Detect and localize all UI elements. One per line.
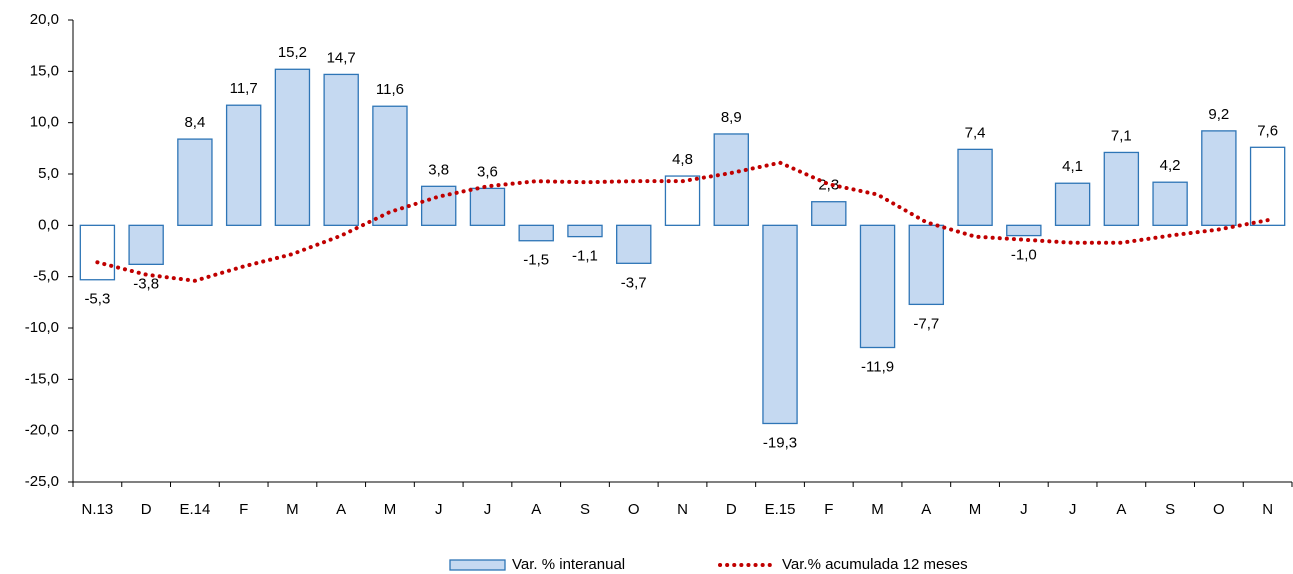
y-tick-label: -5,0 (33, 268, 59, 285)
x-tick-label: M (871, 501, 884, 518)
data-label: 7,6 (1257, 122, 1278, 139)
x-tick-label: D (141, 501, 152, 518)
bar (274, 68, 311, 226)
x-tick-label: A (921, 501, 931, 518)
x-tick-label: M (969, 501, 982, 518)
x-tick-label: A (1116, 501, 1126, 518)
x-tick-label: E.15 (765, 501, 796, 518)
data-label: -19,3 (763, 434, 797, 451)
bar (664, 175, 701, 226)
y-tick-label: -15,0 (25, 370, 59, 387)
y-tick-label: 20,0 (30, 11, 59, 28)
bar (859, 224, 896, 349)
data-label: -11,9 (861, 358, 894, 375)
legend-label: Var.% acumulada 12 meses (782, 556, 968, 573)
data-label: 11,7 (230, 80, 258, 97)
data-label: 4,8 (672, 151, 693, 168)
data-label: -7,7 (913, 315, 939, 332)
x-tick-label: N (1262, 501, 1273, 518)
bar (1152, 181, 1188, 226)
bar (128, 224, 164, 265)
y-tick-label: 10,0 (30, 114, 59, 131)
bar (420, 185, 457, 226)
bar (1249, 146, 1286, 226)
bar (957, 148, 993, 226)
bar (762, 224, 798, 425)
data-label: 11,6 (376, 81, 404, 98)
x-tick-label: A (336, 501, 346, 518)
bar (225, 104, 262, 226)
data-label: -3,7 (621, 274, 647, 291)
bar (1103, 151, 1140, 226)
data-label: -1,0 (1011, 247, 1037, 264)
data-label: 4,1 (1062, 158, 1083, 175)
data-label: -1,5 (523, 252, 549, 269)
bar (323, 73, 359, 226)
y-tick-label: -25,0 (25, 473, 59, 490)
y-tick-label: -20,0 (25, 422, 59, 439)
x-tick-label: O (1213, 501, 1225, 518)
data-label: 8,4 (184, 114, 205, 131)
data-label: -1,1 (572, 248, 598, 265)
x-tick-label: J (484, 501, 492, 518)
data-label: 9,2 (1208, 106, 1229, 123)
line (95, 160, 1270, 283)
bar (713, 133, 749, 226)
y-tick-label: 0,0 (38, 216, 59, 233)
x-tick-label: E.14 (179, 501, 210, 518)
data-label: 2,3 (818, 177, 839, 194)
bar (1201, 130, 1237, 226)
x-tick-label: N.13 (82, 501, 114, 518)
y-tick-label: 15,0 (30, 62, 59, 79)
y-tick-label: -10,0 (25, 319, 59, 336)
bar (1054, 182, 1091, 226)
x-tick-label: S (1165, 501, 1175, 518)
bar (616, 224, 652, 264)
x-tick-label: O (628, 501, 640, 518)
data-label: 4,2 (1160, 157, 1181, 174)
bar (1006, 224, 1042, 237)
bar (908, 224, 945, 306)
x-tick-label: A (531, 501, 541, 518)
x-tick-label: F (824, 501, 833, 518)
data-label: 3,6 (477, 163, 498, 180)
data-label: 8,9 (721, 109, 742, 126)
bar (518, 224, 554, 242)
x-tick-label: D (726, 501, 737, 518)
legend-label: Var. % interanual (512, 556, 625, 573)
y-tick-label: 5,0 (38, 165, 59, 182)
legend-swatch (449, 559, 506, 571)
bar (567, 224, 603, 238)
x-tick-label: F (239, 501, 248, 518)
x-tick-label: J (435, 501, 443, 518)
x-tick-label: S (580, 501, 590, 518)
x-tick-label: M (286, 501, 299, 518)
x-tick-label: J (1020, 501, 1028, 518)
data-label: 15,2 (278, 44, 307, 61)
data-label: -3,8 (133, 275, 159, 292)
x-tick-label: M (384, 501, 397, 518)
data-label: 3,8 (428, 161, 449, 178)
bar (79, 224, 116, 281)
data-label: 7,1 (1111, 127, 1132, 144)
x-tick-label: J (1069, 501, 1077, 518)
data-label: 7,4 (965, 124, 986, 141)
bar (372, 105, 408, 226)
bar (177, 138, 213, 226)
bar (469, 187, 506, 226)
bar (811, 201, 847, 226)
data-label: 14,7 (327, 49, 356, 66)
data-label: -5,3 (84, 291, 110, 308)
x-tick-label: N (677, 501, 688, 518)
